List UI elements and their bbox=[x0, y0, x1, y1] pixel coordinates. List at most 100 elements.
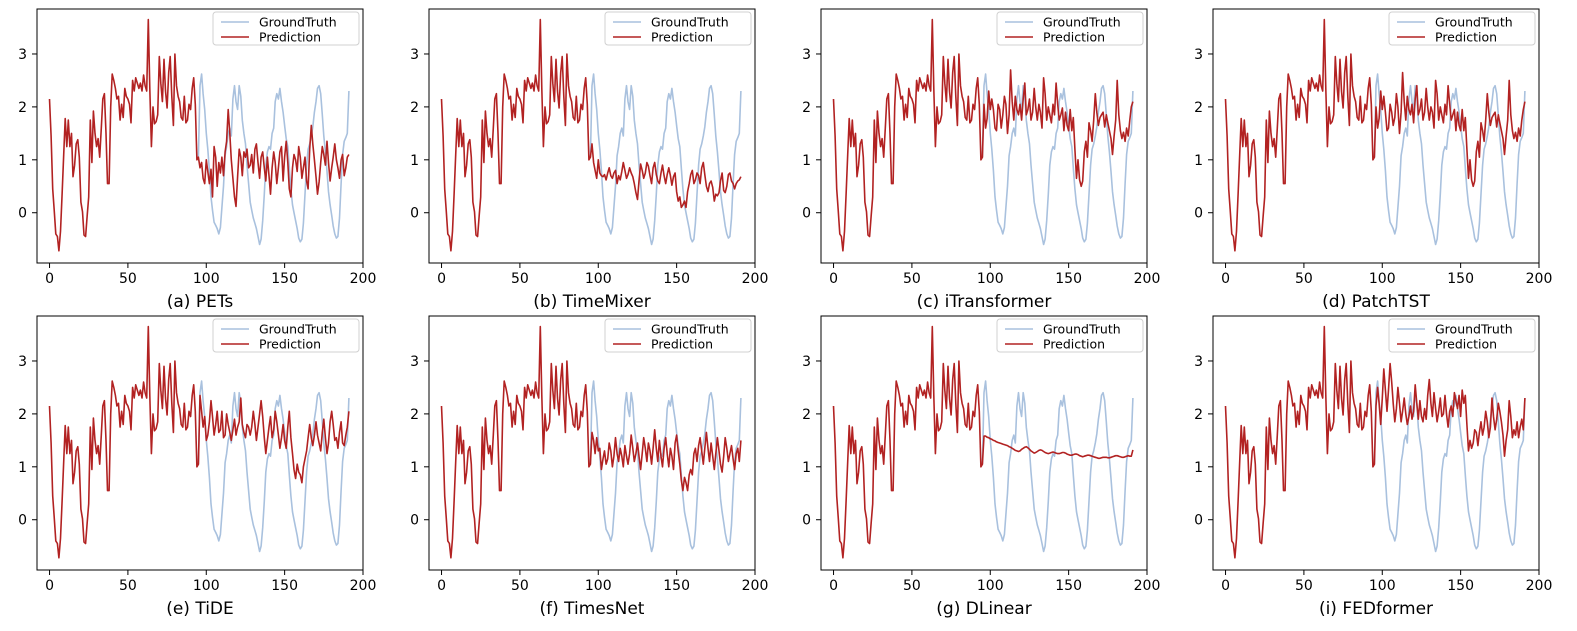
panel-caption: (f) TimesNet bbox=[540, 599, 645, 619]
x-tick-label: 50 bbox=[511, 271, 529, 287]
x-tick-label: 50 bbox=[119, 271, 137, 287]
y-tick-label: 1 bbox=[1194, 460, 1203, 476]
axes-frame bbox=[1212, 315, 1540, 571]
x-tick-label: 0 bbox=[45, 271, 54, 287]
y-tick-label: 2 bbox=[410, 100, 419, 116]
x-tick-label: 100 bbox=[585, 271, 612, 287]
y-tick-label: 0 bbox=[410, 206, 419, 222]
panel-caption: (c) iTransformer bbox=[917, 292, 1052, 312]
y-tick-label: 1 bbox=[1194, 153, 1203, 169]
legend-box bbox=[604, 11, 752, 46]
groundtruth-line bbox=[981, 380, 1134, 553]
legend-prediction-label: Prediction bbox=[1435, 337, 1497, 352]
y-tick-label: 0 bbox=[1194, 206, 1203, 222]
legend-prediction-label: Prediction bbox=[651, 30, 713, 45]
y-tick-label: 0 bbox=[18, 206, 27, 222]
legend-groundtruth-label: GroundTruth bbox=[259, 15, 337, 30]
panel-caption: (e) TiDE bbox=[166, 599, 234, 619]
y-tick-label: 2 bbox=[1194, 407, 1203, 423]
prediction-line bbox=[832, 18, 1134, 252]
legend-prediction-label: Prediction bbox=[1435, 30, 1497, 45]
y-tick-label: 3 bbox=[802, 354, 811, 370]
panel-caption: (b) TimeMixer bbox=[533, 292, 650, 312]
x-tick-label: 200 bbox=[1134, 271, 1161, 287]
x-tick-label: 150 bbox=[271, 578, 298, 594]
axes-frame bbox=[1212, 8, 1540, 264]
y-tick-label: 3 bbox=[1194, 354, 1203, 370]
x-tick-label: 150 bbox=[663, 271, 690, 287]
groundtruth-line bbox=[589, 73, 742, 246]
legend-prediction-label: Prediction bbox=[259, 30, 321, 45]
x-tick-label: 50 bbox=[903, 578, 921, 594]
prediction-line bbox=[440, 18, 742, 252]
y-tick-label: 0 bbox=[410, 513, 419, 529]
groundtruth-line bbox=[197, 380, 350, 553]
x-tick-label: 200 bbox=[1134, 578, 1161, 594]
legend-prediction-label: Prediction bbox=[259, 337, 321, 352]
y-tick-label: 1 bbox=[18, 153, 27, 169]
x-tick-label: 200 bbox=[742, 271, 769, 287]
y-tick-label: 2 bbox=[18, 100, 27, 116]
y-tick-label: 2 bbox=[802, 100, 811, 116]
y-tick-label: 1 bbox=[18, 460, 27, 476]
x-tick-label: 0 bbox=[437, 271, 446, 287]
legend-box bbox=[996, 318, 1144, 353]
y-tick-label: 3 bbox=[18, 354, 27, 370]
prediction-line bbox=[440, 325, 742, 559]
legend-box bbox=[1388, 11, 1536, 46]
legend-groundtruth-label: GroundTruth bbox=[1435, 15, 1513, 30]
legend-prediction-label: Prediction bbox=[651, 337, 713, 352]
y-tick-label: 2 bbox=[410, 407, 419, 423]
x-tick-label: 0 bbox=[437, 578, 446, 594]
groundtruth-line bbox=[1373, 380, 1526, 553]
x-tick-label: 100 bbox=[1369, 578, 1396, 594]
x-tick-label: 0 bbox=[1221, 578, 1230, 594]
y-tick-label: 1 bbox=[410, 460, 419, 476]
x-tick-label: 150 bbox=[271, 271, 298, 287]
y-tick-label: 1 bbox=[802, 460, 811, 476]
legend-groundtruth-label: GroundTruth bbox=[651, 322, 729, 337]
groundtruth-line bbox=[981, 73, 1134, 246]
prediction-line bbox=[48, 18, 350, 252]
y-tick-label: 3 bbox=[18, 47, 27, 63]
groundtruth-line bbox=[1373, 73, 1526, 246]
x-tick-label: 100 bbox=[193, 271, 220, 287]
prediction-line bbox=[832, 325, 1134, 559]
x-tick-label: 150 bbox=[663, 578, 690, 594]
x-tick-label: 150 bbox=[1055, 578, 1082, 594]
x-tick-label: 50 bbox=[119, 578, 137, 594]
legend-box bbox=[212, 11, 360, 46]
y-tick-label: 0 bbox=[802, 513, 811, 529]
x-tick-label: 50 bbox=[903, 271, 921, 287]
y-tick-label: 2 bbox=[1194, 100, 1203, 116]
y-tick-label: 3 bbox=[802, 47, 811, 63]
x-tick-label: 100 bbox=[977, 578, 1004, 594]
groundtruth-line bbox=[197, 73, 350, 246]
x-tick-label: 0 bbox=[829, 271, 838, 287]
x-tick-label: 0 bbox=[1221, 271, 1230, 287]
y-tick-label: 0 bbox=[1194, 513, 1203, 529]
y-tick-label: 0 bbox=[18, 513, 27, 529]
x-tick-label: 200 bbox=[1526, 271, 1553, 287]
x-tick-label: 200 bbox=[742, 578, 769, 594]
panel-caption: (a) PETs bbox=[167, 292, 234, 312]
x-tick-label: 50 bbox=[1295, 271, 1313, 287]
legend-prediction-label: Prediction bbox=[1043, 337, 1105, 352]
legend-groundtruth-label: GroundTruth bbox=[1043, 15, 1121, 30]
panel-caption: (i) FEDformer bbox=[1319, 599, 1433, 619]
x-tick-label: 0 bbox=[829, 578, 838, 594]
legend-box bbox=[212, 318, 360, 353]
legend-box bbox=[604, 318, 752, 353]
x-tick-label: 0 bbox=[45, 578, 54, 594]
